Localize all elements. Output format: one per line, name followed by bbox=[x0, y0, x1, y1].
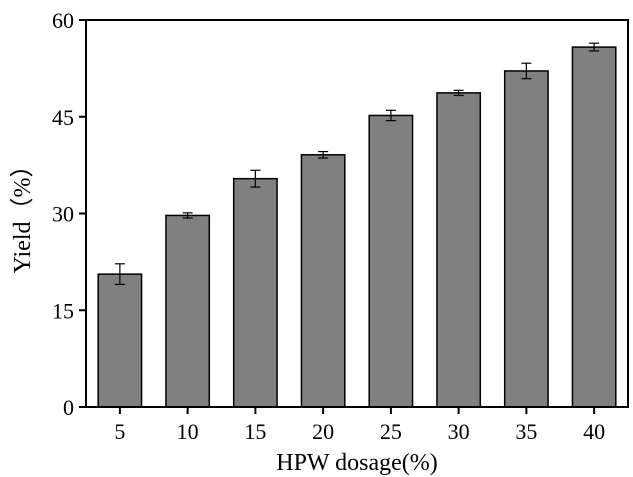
error-bars-group bbox=[114, 42, 600, 286]
y-axis-title: Yield（%） bbox=[10, 154, 36, 274]
x-tick-label-5: 5 bbox=[114, 419, 125, 444]
x-axis-title: HPW dosage(%) bbox=[276, 450, 438, 476]
y-tick-label-0: 0 bbox=[63, 395, 74, 420]
bar-10 bbox=[165, 214, 211, 408]
x-tick-label-15: 15 bbox=[244, 419, 266, 444]
x-tick-label-40: 40 bbox=[583, 419, 605, 444]
y-tick-label-30: 30 bbox=[52, 202, 74, 227]
y-ticks-group: 0 15 30 45 60 bbox=[52, 8, 86, 420]
y-tick-label-60: 60 bbox=[52, 8, 74, 33]
bars-group bbox=[97, 46, 617, 408]
x-tick-label-25: 25 bbox=[380, 419, 402, 444]
x-tick-label-35: 35 bbox=[515, 419, 537, 444]
bar-5 bbox=[97, 273, 143, 408]
y-tick-label-45: 45 bbox=[52, 105, 74, 130]
bar-40 bbox=[571, 46, 617, 408]
x-tick-label-10: 10 bbox=[177, 419, 199, 444]
y-tick-label-15: 15 bbox=[52, 298, 74, 323]
bar-30 bbox=[436, 92, 482, 408]
x-tick-label-30: 30 bbox=[448, 419, 470, 444]
bar-20 bbox=[300, 154, 346, 408]
bar-35 bbox=[503, 70, 549, 408]
x-tick-label-20: 20 bbox=[312, 419, 334, 444]
x-ticks-group: 5 10 15 20 25 30 35 40 bbox=[114, 407, 605, 444]
bar-25 bbox=[368, 114, 414, 408]
bar-15 bbox=[232, 177, 278, 408]
